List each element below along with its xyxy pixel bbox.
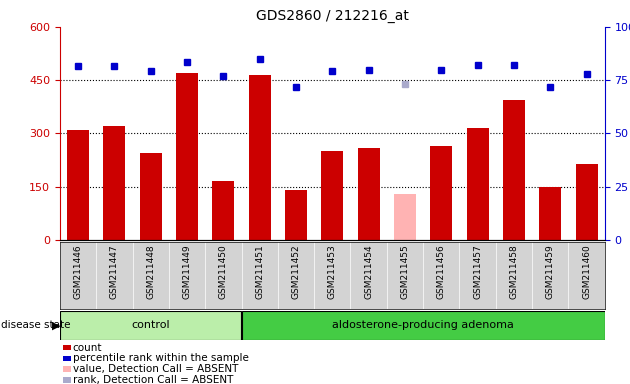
- Text: GSM211446: GSM211446: [74, 244, 83, 299]
- Text: GSM211449: GSM211449: [183, 244, 192, 299]
- Text: disease state: disease state: [1, 320, 71, 330]
- Bar: [430, 146, 452, 240]
- Text: GSM211447: GSM211447: [110, 244, 119, 299]
- Text: percentile rank within the sample: percentile rank within the sample: [72, 353, 248, 363]
- Text: GSM211460: GSM211460: [582, 244, 591, 299]
- Text: GSM211451: GSM211451: [255, 244, 264, 299]
- Bar: [241, 311, 605, 340]
- Bar: [576, 164, 597, 240]
- Bar: [103, 126, 125, 240]
- Text: value, Detection Call = ABSENT: value, Detection Call = ABSENT: [72, 364, 238, 374]
- Bar: [321, 151, 343, 240]
- Text: count: count: [72, 343, 102, 353]
- Text: GSM211448: GSM211448: [146, 244, 155, 299]
- Text: GSM211452: GSM211452: [292, 244, 301, 299]
- Bar: [140, 153, 161, 240]
- Text: rank, Detection Call = ABSENT: rank, Detection Call = ABSENT: [72, 375, 233, 384]
- Bar: [285, 190, 307, 240]
- Text: aldosterone-producing adenoma: aldosterone-producing adenoma: [332, 320, 514, 331]
- Text: GSM211450: GSM211450: [219, 244, 228, 299]
- Bar: [249, 75, 270, 240]
- Bar: [539, 187, 561, 240]
- Text: GSM211454: GSM211454: [364, 244, 373, 299]
- Text: GSM211455: GSM211455: [401, 244, 410, 299]
- Text: GSM211453: GSM211453: [328, 244, 337, 299]
- Text: GSM211459: GSM211459: [546, 244, 555, 299]
- Bar: [394, 194, 416, 240]
- Text: control: control: [132, 320, 170, 331]
- Bar: [176, 73, 198, 240]
- Bar: [467, 128, 488, 240]
- Text: ▶: ▶: [52, 320, 60, 330]
- Text: GSM211456: GSM211456: [437, 244, 446, 299]
- Bar: [67, 130, 89, 240]
- Text: GSM211458: GSM211458: [510, 244, 518, 299]
- Bar: [503, 100, 525, 240]
- Bar: [60, 311, 241, 340]
- Title: GDS2860 / 212216_at: GDS2860 / 212216_at: [256, 9, 409, 23]
- Bar: [212, 181, 234, 240]
- Bar: [358, 148, 379, 240]
- Text: GSM211457: GSM211457: [473, 244, 482, 299]
